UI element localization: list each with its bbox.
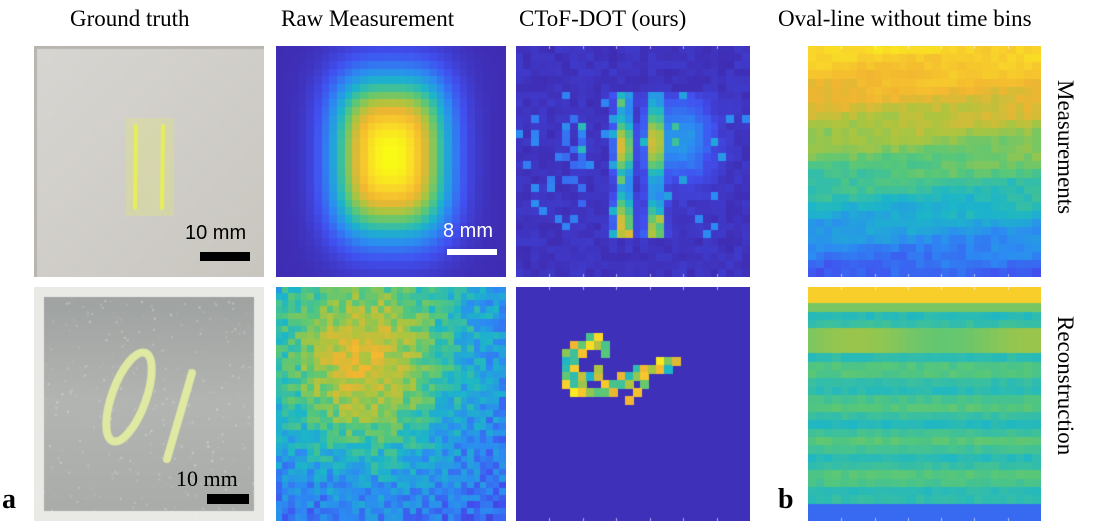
title-ground-truth: Ground truth — [70, 6, 190, 31]
panel-tag-a: a — [2, 484, 16, 515]
ctof-dot-reconstruction-bottom — [516, 287, 750, 521]
scale-bar-top-ground-truth — [200, 252, 250, 261]
title-oval-line: Oval-line without time bins — [778, 6, 1032, 31]
scale-label-bottom-ground-truth: 10 mm — [176, 466, 238, 491]
scale-label-top-ground-truth: 10 mm — [185, 222, 247, 244]
side-label-measurements: Measurements — [1053, 80, 1078, 215]
ground-truth-photo-01 — [34, 287, 264, 521]
scale-bar-bottom-ground-truth — [207, 494, 249, 504]
scale-label-top-raw: 8 mm — [443, 220, 493, 242]
raw-measurement-heatmap-top — [276, 46, 506, 277]
side-label-reconstruction: Reconstruction — [1053, 316, 1078, 456]
oval-line-measurements-heatmap — [808, 46, 1041, 277]
oval-line-reconstruction-heatmap — [808, 287, 1041, 521]
scale-bar-top-raw — [447, 249, 497, 255]
title-raw-measurement: Raw Measurement — [281, 6, 455, 31]
raw-measurement-heatmap-bottom — [276, 287, 506, 521]
ground-truth-photo-parallel-lines — [34, 46, 264, 277]
title-ctof-dot: CToF-DOT (ours) — [519, 6, 687, 31]
ctof-dot-reconstruction-top — [516, 46, 750, 277]
panel-tag-b: b — [778, 484, 794, 515]
